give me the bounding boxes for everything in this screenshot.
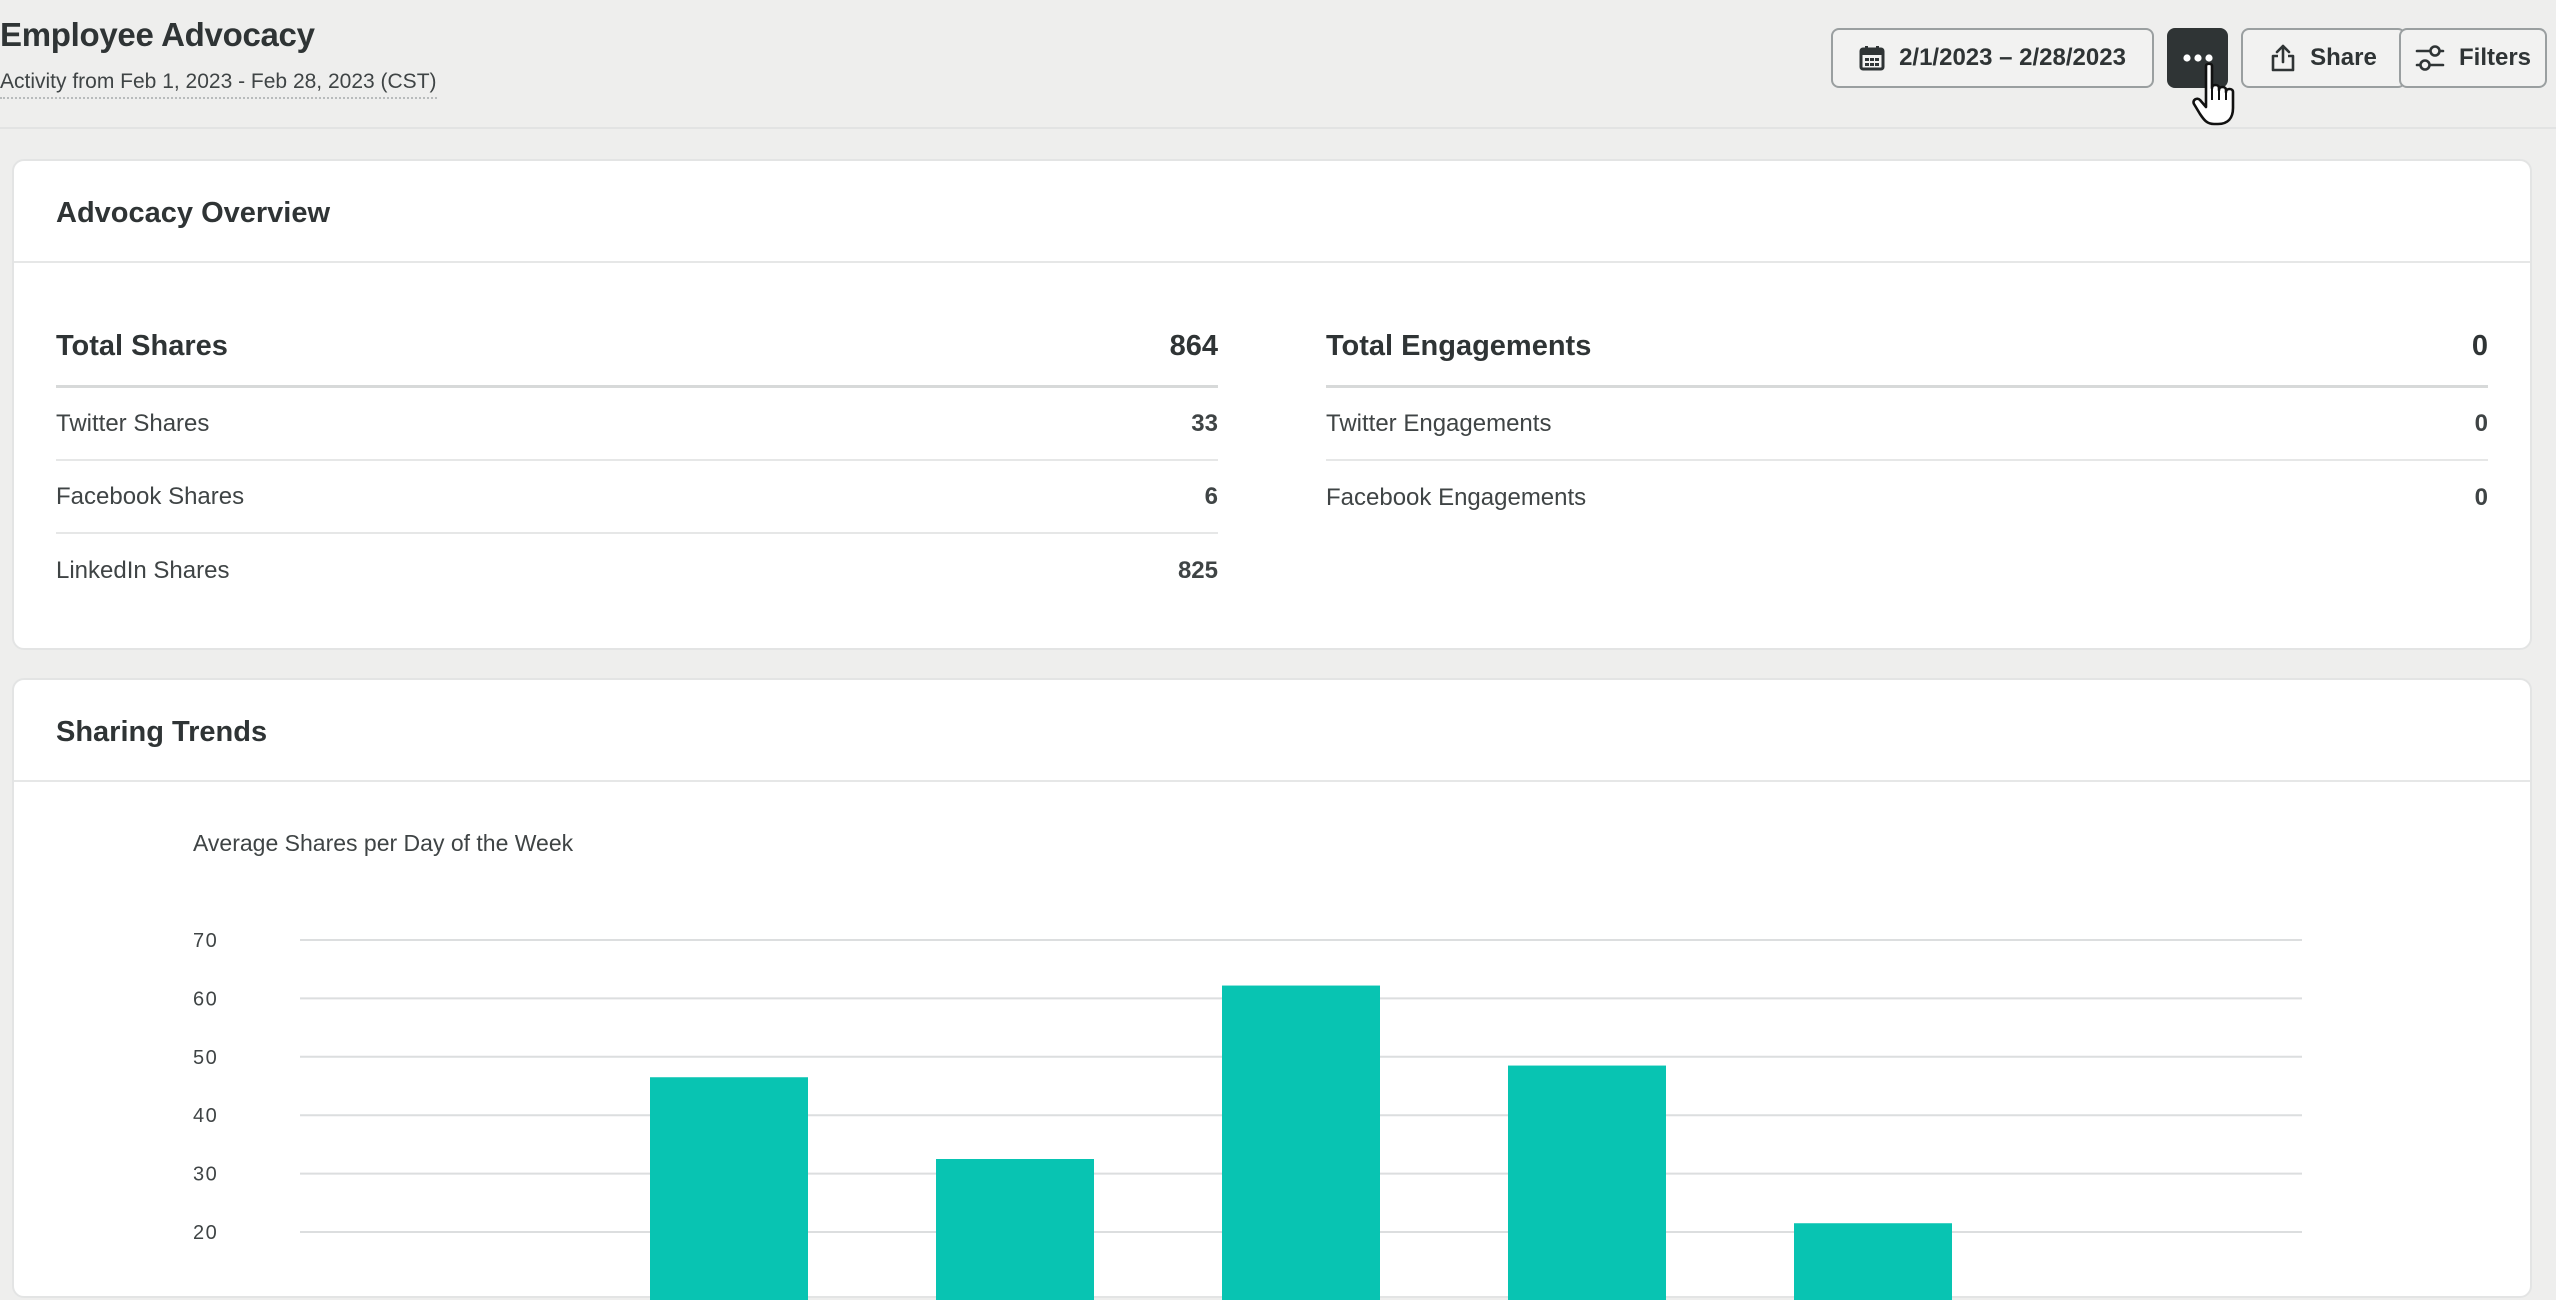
more-options-button[interactable]	[2167, 28, 2228, 88]
twitter-shares-label: Twitter Shares	[56, 409, 210, 437]
total-engagements-label: Total Engagements	[1326, 330, 1592, 362]
hand-pointer-cursor-icon	[2192, 62, 2235, 126]
facebook-shares-label: Facebook Shares	[56, 482, 245, 510]
advocacy-overview-title: Advocacy Overview	[56, 197, 331, 229]
share-upload-icon	[2270, 44, 2296, 72]
filters-label: Filters	[2458, 44, 2532, 71]
page-header: Employee Advocacy Activity from Feb 1, 2…	[0, 0, 2556, 129]
chart-bar[interactable]	[650, 1077, 808, 1300]
facebook-shares-row: Facebook Shares 6	[56, 461, 1218, 534]
total-engagements-row: Total Engagements 0	[1326, 308, 2488, 388]
y-tick-label: 40	[193, 1105, 218, 1127]
y-tick-label: 20	[193, 1222, 218, 1244]
facebook-engagements-value: 0	[2474, 483, 2488, 511]
twitter-engagements-row: Twitter Engagements 0	[1326, 388, 2488, 461]
shares-per-day-chart: 20 30 40 50 60 70	[193, 930, 2302, 1300]
card-divider	[14, 780, 2530, 782]
card-divider	[14, 261, 2530, 263]
sliders-icon	[2415, 44, 2445, 72]
shares-column: Total Shares 864 Twitter Shares 33 Faceb…	[56, 308, 1218, 607]
facebook-shares-value: 6	[1204, 482, 1218, 510]
linkedin-shares-row: LinkedIn Shares 825	[56, 534, 1218, 607]
twitter-shares-value: 33	[1191, 409, 1218, 437]
twitter-engagements-label: Twitter Engagements	[1326, 409, 1552, 437]
chart-bar[interactable]	[1222, 985, 1380, 1300]
facebook-engagements-row: Facebook Engagements 0	[1326, 461, 2488, 534]
filters-button[interactable]: Filters	[2399, 28, 2547, 88]
twitter-engagements-value: 0	[2474, 409, 2488, 437]
advocacy-overview-card: Advocacy Overview Total Shares 864 Twitt…	[12, 159, 2532, 650]
y-tick-label: 50	[193, 1047, 218, 1069]
chart-title: Average Shares per Day of the Week	[193, 830, 574, 856]
chart-bar[interactable]	[936, 1159, 1094, 1300]
twitter-shares-row: Twitter Shares 33	[56, 388, 1218, 461]
total-shares-value: 864	[1169, 330, 1218, 362]
date-range-label: 2/1/2023 – 2/28/2023	[1899, 44, 2126, 71]
linkedin-shares-value: 825	[1177, 556, 1218, 584]
y-tick-label: 30	[193, 1164, 218, 1186]
total-shares-label: Total Shares	[56, 330, 228, 362]
engagements-column: Total Engagements 0 Twitter Engagements …	[1326, 308, 2488, 534]
linkedin-shares-label: LinkedIn Shares	[56, 556, 230, 584]
page-title: Employee Advocacy	[0, 16, 315, 53]
calendar-icon	[1859, 45, 1885, 71]
facebook-engagements-label: Facebook Engagements	[1326, 483, 1587, 511]
total-shares-row: Total Shares 864	[56, 308, 1218, 388]
more-horizontal-icon	[2182, 54, 2213, 62]
chart-bar[interactable]	[1508, 1065, 1666, 1300]
y-tick-label: 70	[193, 930, 218, 952]
date-range-button[interactable]: 2/1/2023 – 2/28/2023	[1831, 28, 2154, 88]
sharing-trends-card: Sharing Trends Average Shares per Day of…	[12, 678, 2532, 1300]
chart-bar[interactable]	[1794, 1223, 1952, 1300]
total-engagements-value: 0	[2471, 330, 2488, 362]
share-button[interactable]: Share	[2241, 28, 2406, 88]
activity-date-subtitle[interactable]: Activity from Feb 1, 2023 - Feb 28, 2023…	[0, 70, 437, 99]
sharing-trends-title: Sharing Trends	[56, 716, 268, 748]
y-tick-label: 60	[193, 988, 218, 1010]
share-label: Share	[2310, 44, 2377, 71]
